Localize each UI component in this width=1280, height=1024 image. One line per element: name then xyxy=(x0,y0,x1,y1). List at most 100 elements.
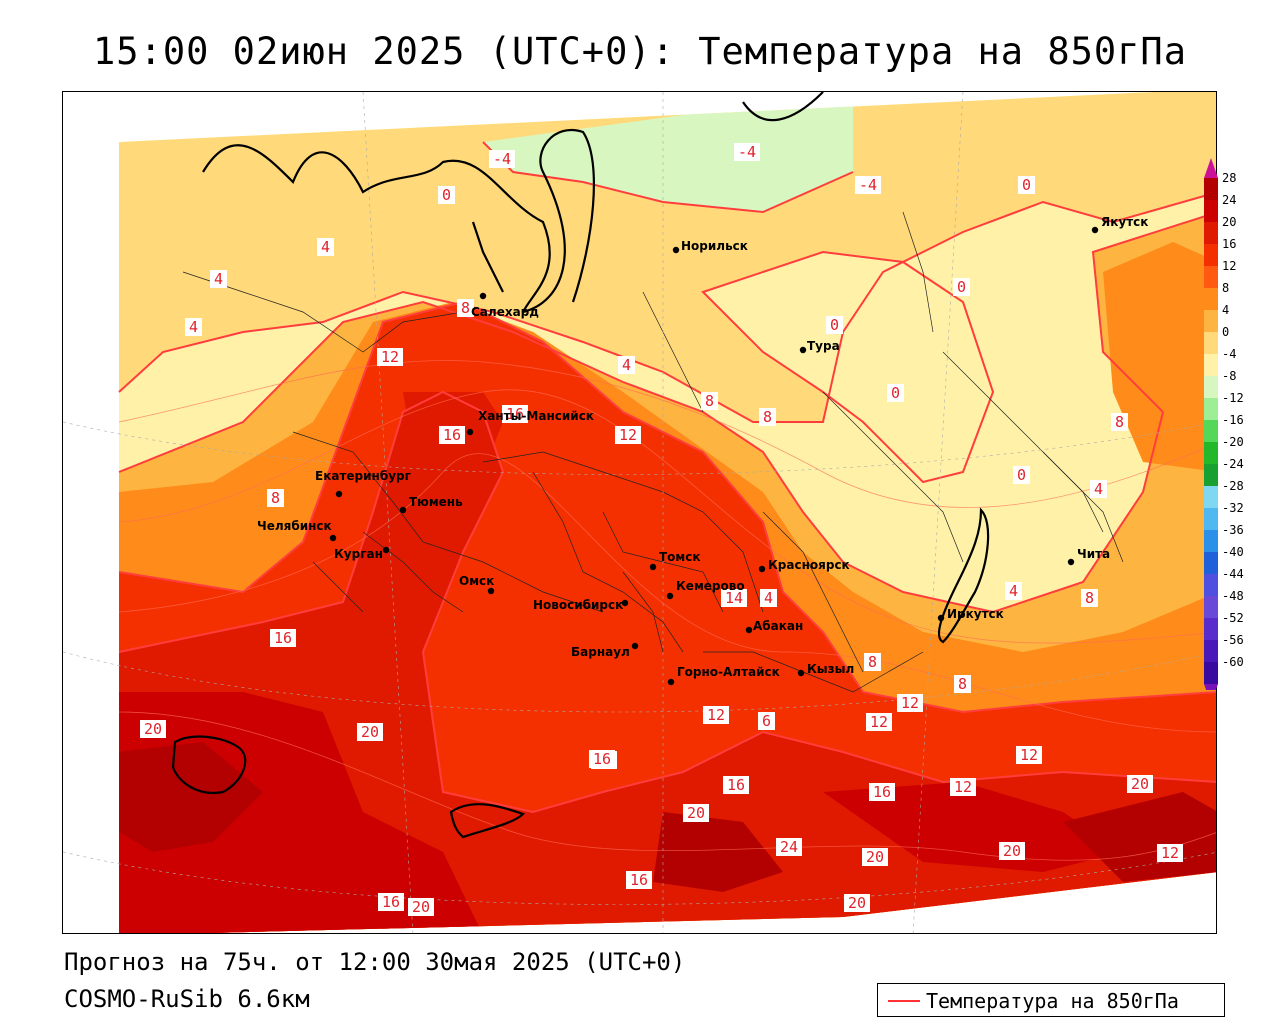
isotherm-label: 4 xyxy=(214,270,223,288)
city-label: Курган xyxy=(334,547,383,561)
colorbar-swatch xyxy=(1204,420,1218,442)
city-marker xyxy=(329,534,337,542)
city-marker xyxy=(1091,226,1099,234)
colorbar-tick-label: -28 xyxy=(1222,479,1244,493)
isotherm-label-bg xyxy=(589,750,615,768)
isotherm-label: 4 xyxy=(622,356,631,374)
isotherm-label-bg xyxy=(1013,466,1030,484)
isotherm-label-bg xyxy=(862,848,888,866)
isotherm-label-bg xyxy=(950,778,976,796)
isotherm-label-bg xyxy=(844,894,870,912)
city-marker xyxy=(937,614,945,622)
colorbar-swatch xyxy=(1204,266,1218,288)
isotherm-label: 16 xyxy=(873,783,891,801)
city-label: Екатеринбург xyxy=(315,469,411,483)
isotherm-label-bg xyxy=(703,706,729,724)
colorbar-tick-label: 0 xyxy=(1222,325,1229,339)
isotherm-label-bg xyxy=(1016,746,1042,764)
city-marker xyxy=(399,506,407,514)
map-canvas: -4 -4 -4 0 0 0 0 0 0 4 4 4 4 4 4 4 8 8 8 8 8 8 8 8 12 12 12 12 12 12 1… xyxy=(63,92,1216,933)
isotherm-label-bg xyxy=(864,653,881,671)
isotherm-label-bg xyxy=(438,186,455,204)
thin-isotherms xyxy=(118,360,1216,861)
colorbar-swatch xyxy=(1204,464,1218,486)
isotherm-label-bg xyxy=(489,150,515,168)
colorbar-swatch xyxy=(1204,596,1218,618)
isotherm-label-bg xyxy=(723,776,749,794)
colorbar-tick-label: -16 xyxy=(1222,413,1244,427)
isotherm-label-bg xyxy=(1018,176,1035,194)
legend-label: Температура на 850гПа xyxy=(926,989,1179,1013)
isotherm-label: 8 xyxy=(763,408,772,426)
colorbar-swatch xyxy=(1204,288,1218,310)
colorbar-tick-label: -20 xyxy=(1222,435,1244,449)
isotherm-label-bg xyxy=(377,348,403,366)
isotherm-label: 12 xyxy=(707,706,725,724)
isotherm-label: 14 xyxy=(725,589,743,607)
isotherm-label-bg xyxy=(439,426,465,444)
colorbar-top-arrow xyxy=(1204,158,1218,178)
isotherm-label: 8 xyxy=(271,489,280,507)
city-marker xyxy=(466,428,474,436)
colorbar-swatch xyxy=(1204,574,1218,596)
colorbar-swatch xyxy=(1204,354,1218,376)
colorbar-swatch xyxy=(1204,376,1218,398)
colorbar: 28 24 20 16 12 8 4 0 -4 -8 -12 -16 -20 -24 -28 -32 -36 -4… xyxy=(1204,158,1244,690)
city-label: Чита xyxy=(1077,547,1110,561)
isotherm-label: 20 xyxy=(1003,842,1021,860)
city-marker xyxy=(649,563,657,571)
legend: Температура на 850гПа xyxy=(877,983,1225,1017)
isotherm-label: 0 xyxy=(1022,176,1031,194)
isotherm-label-bg xyxy=(869,783,895,801)
city-marker xyxy=(758,565,766,573)
city-label: Новосибирск xyxy=(533,598,623,612)
isotherm-label: 16 xyxy=(727,776,745,794)
city-marker xyxy=(745,626,753,634)
isotherm-label-bg xyxy=(626,871,652,889)
isotherm-label-bg xyxy=(378,893,404,911)
temperature-map[interactable]: -4 -4 -4 0 0 0 0 0 0 4 4 4 4 4 4 4 8 8 8 8 8 8 8 8 12 12 12 12 12 12 1… xyxy=(62,91,1217,934)
page-title: 15:00 02июн 2025 (UTC+0): Температура на… xyxy=(93,30,1187,73)
coastlines xyxy=(171,92,990,839)
isotherm-label: 20 xyxy=(848,894,866,912)
temperature-field xyxy=(119,92,1216,933)
colorbar-tick-label: -60 xyxy=(1222,655,1244,669)
city-label: Томск xyxy=(659,550,701,564)
city-marker xyxy=(382,546,390,554)
isotherm-label: 0 xyxy=(957,278,966,296)
city-marker xyxy=(797,669,805,677)
isotherm-label-bg xyxy=(357,723,383,741)
colorbar-swatch xyxy=(1204,222,1218,244)
isotherm-label: 12 xyxy=(1161,844,1179,862)
colorbar-tick-label: 24 xyxy=(1222,193,1236,207)
isotherm-label: 4 xyxy=(764,589,773,607)
colorbar-tick-label: -32 xyxy=(1222,501,1244,515)
forecast-info: Прогноз на 75ч. от 12:00 30мая 2025 (UTC… xyxy=(64,948,686,976)
colorbar-tick-label: 8 xyxy=(1222,281,1229,295)
colorbar-tick-label: -36 xyxy=(1222,523,1244,537)
isotherm-label-bg xyxy=(140,720,166,738)
isotherm-label: 8 xyxy=(958,675,967,693)
city-label: Кызыл xyxy=(807,662,854,676)
colorbar-bottom-arrow xyxy=(1204,684,1218,690)
city-label: Абакан xyxy=(753,619,803,633)
colorbar-tick-label: 16 xyxy=(1222,237,1236,251)
city-marker xyxy=(672,246,680,254)
isotherm-label: 0 xyxy=(1017,466,1026,484)
isotherm-label: 12 xyxy=(901,694,919,712)
isotherm-label-bg xyxy=(826,316,843,334)
colorbar-tick-label: -4 xyxy=(1222,347,1236,361)
legend-line-swatch xyxy=(888,1000,920,1002)
city-marker xyxy=(487,587,495,595)
isotherm-label-bg xyxy=(776,838,802,856)
colorbar-swatch xyxy=(1204,332,1218,354)
city-label: Ханты-Мансийск xyxy=(478,409,594,423)
isotherm-label-bg xyxy=(1157,844,1183,862)
colorbar-swatch xyxy=(1204,618,1218,640)
isotherm-label-bg xyxy=(721,589,747,607)
isotherm-label: 8 xyxy=(868,653,877,671)
isotherm-label: 16 xyxy=(593,750,611,768)
isotherm-label-bg xyxy=(897,694,923,712)
colorbar-tick-label: -24 xyxy=(1222,457,1244,471)
isotherm-label: 0 xyxy=(830,316,839,334)
